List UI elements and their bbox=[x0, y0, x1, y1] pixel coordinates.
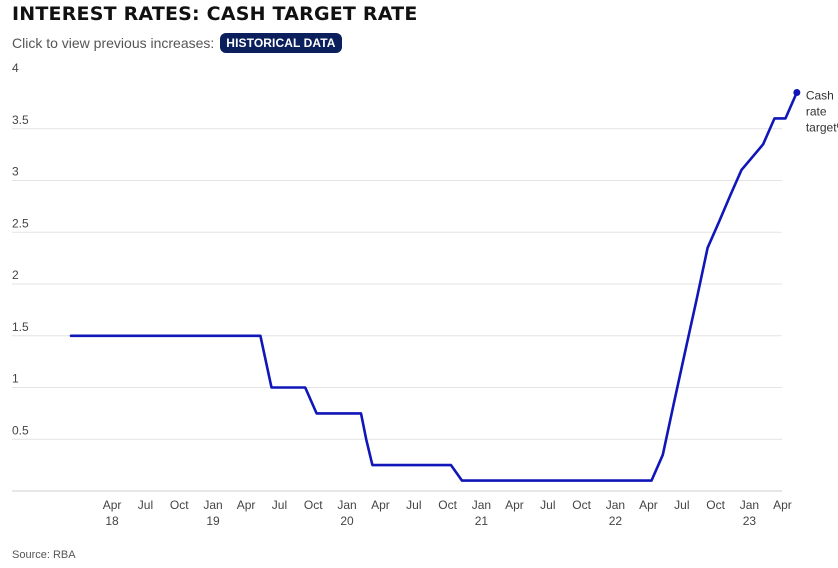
x-tick-label: Oct bbox=[170, 498, 189, 512]
x-tick-year: 22 bbox=[609, 514, 623, 528]
x-tick-label: Jan bbox=[606, 498, 625, 512]
x-tick-year: 23 bbox=[743, 514, 757, 528]
historical-data-button[interactable]: HISTORICAL DATA bbox=[220, 33, 342, 53]
y-axis-ticks: 0.5 1 1.5 2 2.5 3 3.5 4 bbox=[12, 61, 29, 437]
x-tick-label: Apr bbox=[773, 498, 792, 512]
x-axis-ticks: Apr 18 Jul Oct Jan 19 Apr Jul Oct Jan 20 Apr Jul Oct J… bbox=[103, 498, 792, 528]
subtitle-row: Click to view previous increases: HISTOR… bbox=[12, 33, 342, 53]
y-tick-label: 1.5 bbox=[12, 320, 29, 334]
chart-title: INTEREST RATES: CASH TARGET RATE bbox=[12, 3, 418, 25]
x-tick-label: Jul bbox=[138, 498, 153, 512]
series-label-line: target% bbox=[806, 121, 838, 135]
x-tick-label: Oct bbox=[438, 498, 457, 512]
x-tick-label: Jul bbox=[674, 498, 689, 512]
y-tick-label: 3.5 bbox=[12, 113, 29, 127]
x-tick-label: Jul bbox=[272, 498, 287, 512]
x-tick-label: Jan bbox=[203, 498, 222, 512]
source-note: Source: RBA bbox=[12, 549, 76, 561]
x-tick-label: Jan bbox=[740, 498, 759, 512]
x-tick-label: Apr bbox=[505, 498, 524, 512]
x-tick-label: Oct bbox=[572, 498, 591, 512]
x-tick-year: 19 bbox=[206, 514, 220, 528]
y-tick-label: 2.5 bbox=[12, 216, 29, 230]
x-tick-label: Jan bbox=[472, 498, 491, 512]
y-tick-label: 0.5 bbox=[12, 423, 29, 437]
chart-area: 0.5 1 1.5 2 2.5 3 3.5 4 Apr 18 Jul Oct Jan 19 Apr Jul O… bbox=[12, 61, 838, 528]
x-tick-year: 21 bbox=[475, 514, 489, 528]
x-tick-year: 18 bbox=[105, 514, 119, 528]
series-layer bbox=[69, 89, 801, 482]
x-tick-label: Apr bbox=[237, 498, 256, 512]
y-tick-label: 4 bbox=[12, 61, 19, 75]
series-label: Cash rate target% bbox=[806, 89, 838, 135]
x-tick-label: Apr bbox=[371, 498, 390, 512]
gridlines bbox=[12, 128, 782, 492]
line-chart: 0.5 1 1.5 2 2.5 3 3.5 4 Apr 18 Jul Oct Jan 19 Apr Jul O… bbox=[12, 61, 838, 528]
y-tick-label: 2 bbox=[12, 268, 19, 282]
series-line bbox=[69, 91, 799, 482]
x-tick-label: Apr bbox=[103, 498, 122, 512]
subtitle: Click to view previous increases: bbox=[12, 35, 215, 51]
y-tick-label: 1 bbox=[12, 372, 19, 386]
series-label-line: rate bbox=[806, 105, 827, 119]
x-tick-label: Oct bbox=[304, 498, 323, 512]
x-tick-label: Apr bbox=[639, 498, 658, 512]
x-tick-label: Jul bbox=[406, 498, 421, 512]
series-end-point bbox=[793, 89, 801, 97]
x-tick-label: Jul bbox=[540, 498, 555, 512]
x-tick-label: Oct bbox=[706, 498, 725, 512]
x-tick-year: 20 bbox=[340, 514, 354, 528]
series-label-line: Cash bbox=[806, 89, 834, 103]
y-tick-label: 3 bbox=[12, 165, 19, 179]
x-tick-label: Jan bbox=[337, 498, 356, 512]
